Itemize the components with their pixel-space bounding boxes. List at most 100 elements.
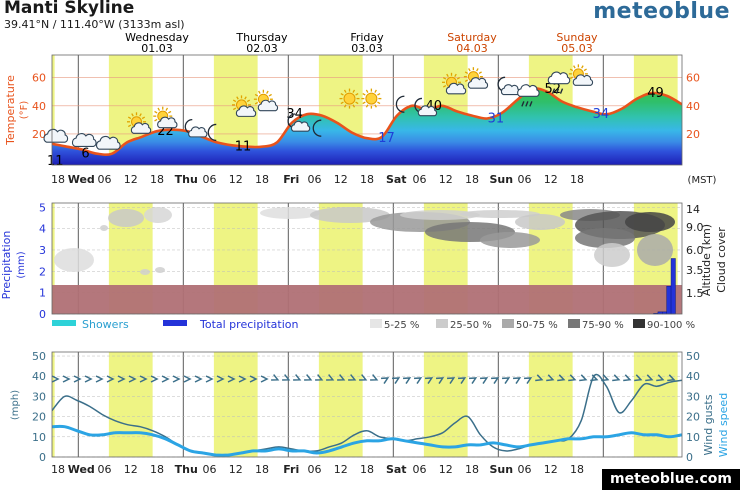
wind-arrow (260, 375, 269, 383)
sun-ray (127, 116, 132, 120)
wind-arrow (535, 374, 544, 382)
wind-arrow-head (51, 375, 60, 383)
wind-arrow-head (380, 377, 390, 385)
wind-arrow-head (227, 375, 236, 383)
precip-tick: 3 (39, 244, 46, 257)
wind-arrow-head (424, 377, 434, 385)
cloud-shape (517, 84, 540, 97)
cloud-blob (594, 243, 630, 267)
wind-arrow-head (293, 374, 302, 381)
sun-ray (232, 99, 237, 103)
wind-arrow (282, 374, 291, 381)
cloud-legend-swatch (568, 319, 580, 328)
wind-arrow (557, 374, 566, 382)
sun-ray (232, 107, 237, 111)
footer-brand-link[interactable]: meteoblue.com (602, 469, 740, 490)
cloud-legend-label: 90-100 % (647, 320, 695, 331)
x-tick-label: Sun (489, 463, 513, 476)
temp-minmax-label: 49 (647, 86, 664, 101)
x-tick-label: 06 (518, 173, 532, 186)
x-tick-label: 06 (308, 173, 322, 186)
day-name: Wednesday (125, 31, 189, 44)
wind-arrow-head (326, 374, 335, 381)
cloud-blob (100, 225, 108, 231)
day-name: Sunday (556, 31, 598, 44)
cloud-shape (96, 135, 121, 150)
wind-arrow (128, 375, 137, 383)
wind-arrow (645, 374, 654, 382)
sun-ray (352, 104, 356, 108)
wind-tick-left: 20 (32, 411, 46, 424)
sun-ray (236, 96, 239, 100)
cloud-blob (625, 212, 675, 232)
wind-arrow-head (601, 374, 610, 382)
x-tick-label: 06 (413, 463, 427, 476)
sun-ray (246, 99, 251, 103)
wind-arrow-head (612, 374, 621, 382)
sun-ray (157, 107, 161, 111)
daylight-band (52, 203, 55, 314)
wind-arrow (359, 374, 368, 381)
sun-ray (141, 116, 146, 120)
wind-arrow (326, 374, 335, 381)
wind-arrow-head (172, 375, 181, 383)
sun-ray (464, 79, 469, 82)
wind-arrow (62, 375, 71, 383)
wind-tick-left: 0 (39, 451, 46, 464)
x-tick-label: 18 (570, 173, 584, 186)
showers-legend-label: Showers (82, 318, 129, 331)
temp-tick-right: 20 (686, 128, 700, 141)
wind-arrow-head (656, 374, 665, 382)
sun-ray (362, 93, 366, 96)
moon-crescent (207, 123, 217, 142)
terrain-band (52, 285, 682, 314)
x-tick-label: 12 (439, 463, 453, 476)
wind-arrow-head (634, 374, 643, 382)
x-tick-label: 18 (570, 463, 584, 476)
x-tick-label: 18 (51, 173, 65, 186)
x-tick-label: 06 (308, 463, 322, 476)
wind-arrow-head (468, 377, 478, 385)
x-tick-label: Thu (175, 463, 198, 476)
x-tick-label: Fri (283, 173, 299, 186)
altitude-tick: 14 (686, 203, 700, 216)
x-tick-label: 18 (255, 463, 269, 476)
cloud-blob (155, 267, 165, 273)
x-tick-label: 12 (124, 463, 138, 476)
precip-tick: 2 (39, 265, 46, 278)
wind-arrow-head (370, 374, 379, 381)
wind-arrow-head (183, 375, 192, 383)
sun-ray (165, 107, 169, 111)
altitude-tick: 3.5 (686, 264, 704, 277)
x-tick-label: 12 (334, 173, 348, 186)
sun-ray (355, 101, 359, 105)
wind-arrow-head (479, 377, 489, 385)
wind-arrow (512, 377, 522, 385)
x-tick-label: 18 (150, 463, 164, 476)
moon-crescent (395, 95, 405, 113)
brand-logo[interactable]: meteoblue (593, 0, 730, 24)
wind-arrow (568, 374, 577, 382)
wind-arrow (183, 375, 192, 383)
sun-ray (581, 65, 584, 69)
cloud-shape (157, 116, 178, 129)
wind-arrow-head (359, 374, 368, 381)
wind-arrow (117, 375, 126, 383)
cloud-blob (54, 248, 94, 272)
moon-cloud-icon (184, 118, 208, 138)
wind-arrow (391, 377, 401, 385)
wind-arrow (271, 374, 280, 381)
sun-cloud-icon (463, 67, 489, 89)
x-tick-label: Sat (386, 463, 407, 476)
wind-arrow-head (62, 375, 71, 383)
temp-unit-label: (°F) (19, 101, 30, 120)
cloud-icon (71, 133, 97, 147)
sun-ray (266, 90, 269, 94)
wind-tick-left: 10 (32, 431, 46, 444)
x-tick-label: Thu (175, 173, 198, 186)
sun-cloud-icon (442, 72, 467, 95)
wind-arrow-head (282, 374, 291, 381)
cloud-legend-label: 75-90 % (582, 320, 624, 331)
wind-arrow-head (490, 377, 500, 385)
x-tick-label: 06 (98, 463, 112, 476)
